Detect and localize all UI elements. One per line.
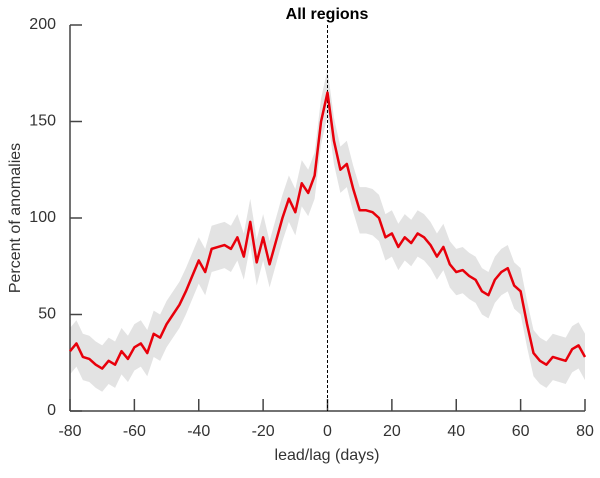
x-tick-label: 40 (447, 423, 465, 440)
y-tick-label: 200 (29, 16, 56, 33)
line (69, 91, 587, 370)
y-axis-label: Percent of anomalies (7, 143, 24, 293)
x-tick-label: 60 (512, 423, 530, 440)
x-tick-label: -40 (187, 423, 210, 440)
y-tick-label: 50 (38, 306, 56, 323)
y-tick-label: 0 (47, 402, 56, 419)
x-tick-label: 20 (383, 423, 401, 440)
y-tick-label: 100 (29, 209, 56, 226)
confidence-band (70, 69, 585, 392)
x-axis-label: lead/lag (days) (275, 447, 380, 464)
x-tick-label: -60 (123, 423, 146, 440)
x-tick-label: -80 (58, 423, 81, 440)
x-tick-label: -20 (252, 423, 275, 440)
y-tick-label: 150 (29, 113, 56, 130)
chart-title: All regions (286, 6, 369, 23)
x-tick-label: 80 (576, 423, 594, 440)
x-tick-label: 0 (323, 423, 332, 440)
